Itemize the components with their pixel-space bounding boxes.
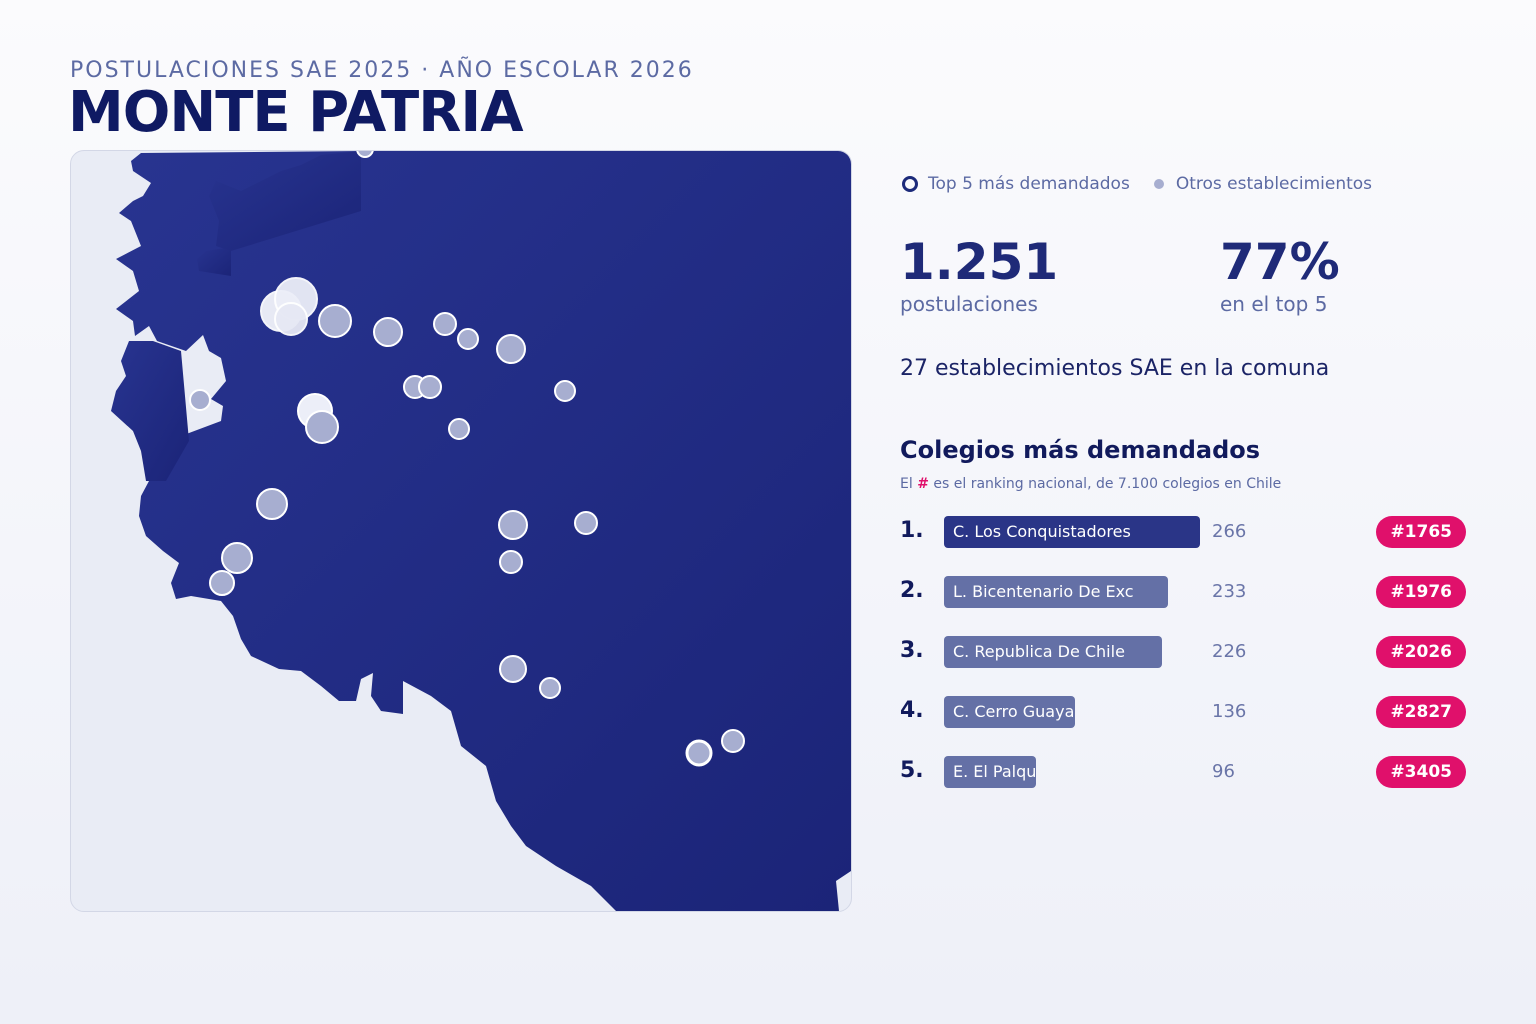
dot-icon (1153, 179, 1164, 189)
school-marker[interactable] (496, 334, 526, 364)
ranking-value: 96 (1212, 761, 1235, 782)
ranking-bar: L. Bicentenario De Exc (944, 576, 1168, 608)
school-marker[interactable] (305, 410, 339, 444)
school-marker[interactable] (209, 570, 235, 596)
school-marker[interactable] (356, 151, 374, 158)
ranking-row[interactable]: 2. L. Bicentenario De Exc 233 #1976 (900, 576, 1470, 608)
ranking-row[interactable]: 4. C. Cerro Guayaqui 136 #2827 (900, 696, 1470, 728)
ranking-row[interactable]: 1. C. Los Conquistadores 266 #1765 (900, 516, 1470, 548)
ring-icon (902, 176, 918, 192)
top5-share-label: en el top 5 (1220, 292, 1328, 316)
school-marker[interactable] (457, 328, 479, 350)
ranking-value: 136 (1212, 701, 1247, 722)
ranking-bar: C. Los Conquistadores (944, 516, 1200, 548)
school-marker[interactable] (721, 729, 745, 753)
ranking-bar: C. Republica De Chile (944, 636, 1162, 668)
ranking-row[interactable]: 3. C. Republica De Chile 226 #2026 (900, 636, 1470, 668)
school-marker[interactable] (373, 317, 403, 347)
school-marker[interactable] (499, 550, 523, 574)
ranking-title: Colegios más demandados (900, 436, 1261, 464)
ranking-value: 226 (1212, 641, 1247, 662)
map-panel[interactable] (70, 150, 852, 912)
note-hash: # (917, 476, 929, 492)
school-marker[interactable] (256, 488, 288, 520)
top5-share-stat: 77% en el top 5 (1220, 232, 1340, 316)
schools-count: 27 establecimientos SAE en la comuna (900, 356, 1330, 381)
top5-marker[interactable] (685, 739, 713, 767)
region-notch-1 (197, 247, 231, 276)
legend-others-label: Otros establecimientos (1175, 174, 1373, 194)
note-prefix: El (900, 476, 913, 492)
ranking-position: 5. (900, 758, 924, 783)
school-marker[interactable] (539, 677, 561, 699)
school-marker[interactable] (189, 389, 211, 411)
commune-map[interactable] (71, 151, 851, 911)
ranking-position: 1. (900, 518, 924, 543)
ranking-row[interactable]: 5. E. El Palqui 96 #3405 (900, 756, 1470, 788)
kicker: POSTULACIONES SAE 2025 · AÑO ESCOLAR 202… (70, 58, 694, 83)
ranking-value: 233 (1212, 581, 1247, 602)
legend-top5-label: Top 5 más demandados (928, 174, 1130, 194)
ranking-note: El # es el ranking nacional, de 7.100 co… (900, 476, 1281, 492)
note-suffix: es el ranking nacional, de 7.100 colegio… (933, 476, 1282, 492)
applications-label: postulaciones (900, 292, 1038, 316)
school-marker[interactable] (433, 312, 457, 336)
national-rank-badge: #3405 (1376, 756, 1466, 788)
national-rank-badge: #2827 (1376, 696, 1466, 728)
ranking-bar: E. El Palqui (944, 756, 1036, 788)
national-rank-badge: #1976 (1376, 576, 1466, 608)
top5-share-value: 77% (1220, 233, 1340, 291)
region-notch-2 (209, 151, 361, 251)
top5-marker[interactable] (274, 302, 308, 336)
school-marker[interactable] (498, 510, 528, 540)
region-notch-3 (111, 341, 189, 481)
applications-stat: 1.251 postulaciones (900, 232, 1058, 316)
ranking-bar: C. Cerro Guayaqui (944, 696, 1075, 728)
ranking-value: 266 (1212, 521, 1247, 542)
school-marker[interactable] (554, 380, 576, 402)
school-markers[interactable] (189, 151, 745, 767)
national-rank-badge: #1765 (1376, 516, 1466, 548)
page-title: MONTE PATRIA (68, 80, 524, 145)
school-marker[interactable] (318, 304, 352, 338)
applications-value: 1.251 (900, 233, 1059, 291)
ranking-position: 4. (900, 698, 924, 723)
national-rank-badge: #2026 (1376, 636, 1466, 668)
school-marker[interactable] (448, 418, 470, 440)
ranking-position: 2. (900, 578, 924, 603)
school-marker[interactable] (221, 542, 253, 574)
school-marker[interactable] (418, 375, 442, 399)
school-marker[interactable] (574, 511, 598, 535)
school-marker[interactable] (499, 655, 527, 683)
ranking-position: 3. (900, 638, 924, 663)
commune-region (116, 151, 851, 911)
map-legend: Top 5 más demandados Otros establecimien… (902, 174, 1372, 194)
